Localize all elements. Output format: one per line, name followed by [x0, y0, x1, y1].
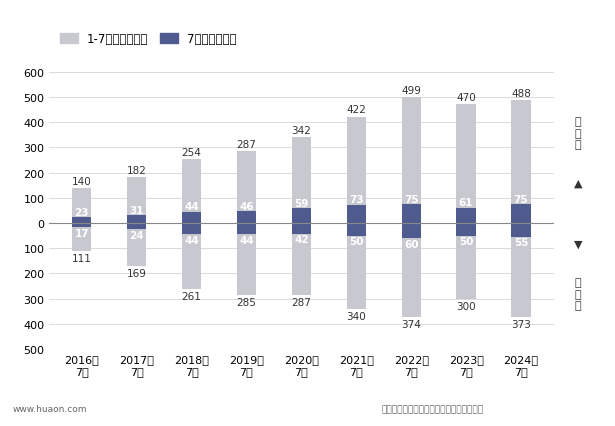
- Text: ▼: ▼: [574, 239, 582, 249]
- Text: ▲: ▲: [574, 178, 582, 188]
- Text: 422: 422: [346, 105, 366, 115]
- Bar: [127, 178, 146, 224]
- Bar: [511, 224, 531, 317]
- Text: 55: 55: [514, 238, 528, 248]
- Text: 24: 24: [129, 230, 144, 240]
- Bar: [127, 216, 146, 224]
- Bar: [72, 218, 92, 224]
- Bar: [456, 224, 475, 299]
- Bar: [456, 208, 475, 224]
- Text: 50: 50: [349, 236, 363, 247]
- Text: 59: 59: [294, 198, 309, 208]
- Bar: [292, 224, 311, 234]
- Text: 374: 374: [401, 320, 421, 330]
- Bar: [72, 224, 92, 228]
- Text: 373: 373: [511, 320, 531, 329]
- Text: 23: 23: [74, 207, 89, 217]
- Text: 470: 470: [456, 93, 476, 103]
- Text: 342: 342: [292, 125, 311, 135]
- Text: 285: 285: [237, 297, 256, 307]
- Bar: [182, 224, 201, 235]
- Text: 2016-2024年四川省（境内目的地/货源地）7月进、出口额: 2016-2024年四川省（境内目的地/货源地）7月进、出口额: [137, 25, 478, 43]
- Text: 50: 50: [459, 236, 474, 247]
- Text: 488: 488: [511, 89, 531, 98]
- Text: 44: 44: [239, 235, 254, 245]
- Bar: [456, 224, 475, 236]
- Text: 44: 44: [184, 235, 199, 245]
- Text: 140: 140: [72, 176, 92, 186]
- Bar: [402, 224, 421, 239]
- Bar: [237, 224, 256, 235]
- Text: 340: 340: [346, 311, 366, 321]
- Bar: [292, 137, 311, 224]
- Text: 73: 73: [349, 195, 363, 204]
- Bar: [127, 224, 146, 266]
- Bar: [237, 151, 256, 224]
- Text: 42: 42: [294, 235, 309, 245]
- Bar: [511, 101, 531, 224]
- Bar: [237, 224, 256, 295]
- Text: 287: 287: [292, 298, 311, 308]
- Bar: [347, 205, 366, 224]
- Text: 61: 61: [459, 198, 474, 207]
- Bar: [347, 224, 366, 236]
- Legend: 1-7月（亿美元）, 7月（亿美元）: 1-7月（亿美元）, 7月（亿美元）: [55, 29, 242, 51]
- Bar: [402, 224, 421, 318]
- Text: 499: 499: [401, 86, 421, 96]
- Text: 300: 300: [456, 301, 476, 311]
- Text: 17: 17: [74, 228, 89, 238]
- Bar: [456, 105, 475, 224]
- Bar: [292, 224, 311, 296]
- Bar: [182, 213, 201, 224]
- Text: 75: 75: [404, 194, 418, 204]
- Text: 287: 287: [237, 139, 256, 149]
- Bar: [402, 204, 421, 224]
- Text: 60: 60: [404, 239, 418, 249]
- Text: 111: 111: [72, 253, 92, 263]
- Bar: [127, 224, 146, 230]
- Text: 169: 169: [127, 268, 146, 278]
- Bar: [72, 224, 92, 251]
- Text: 44: 44: [184, 202, 199, 212]
- Bar: [511, 224, 531, 237]
- Bar: [511, 204, 531, 224]
- Text: 182: 182: [127, 166, 146, 176]
- Text: 75: 75: [514, 194, 528, 204]
- Text: 31: 31: [129, 205, 144, 215]
- Text: 进
口
额: 进 口 额: [575, 277, 581, 311]
- Text: www.huaon.com: www.huaon.com: [12, 404, 87, 413]
- Bar: [72, 188, 92, 224]
- Text: 46: 46: [239, 201, 254, 211]
- Bar: [347, 117, 366, 224]
- Text: 254: 254: [181, 147, 202, 158]
- Bar: [237, 212, 256, 224]
- Text: 261: 261: [181, 291, 202, 301]
- Bar: [182, 224, 201, 289]
- Text: 资料来源：中国海关，华经产业研究所整理: 资料来源：中国海关，华经产业研究所整理: [381, 404, 483, 413]
- Bar: [182, 159, 201, 224]
- Bar: [402, 98, 421, 224]
- Bar: [292, 209, 311, 224]
- Text: 出
口
额: 出 口 额: [575, 117, 581, 150]
- Bar: [347, 224, 366, 309]
